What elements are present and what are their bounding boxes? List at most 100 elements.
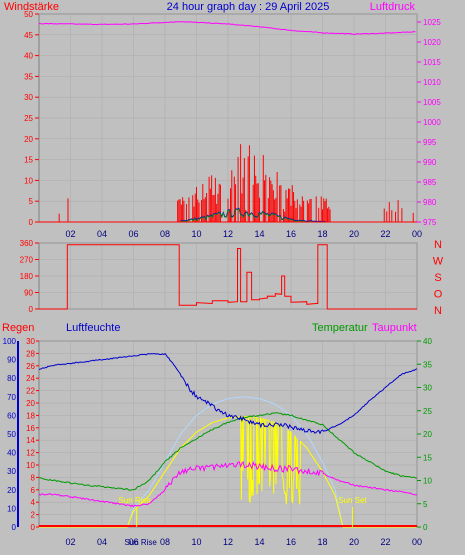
- humidity-tick-label: 90: [7, 356, 16, 365]
- humidity-tick-label: 70: [7, 393, 16, 402]
- chart-title: 24 hour graph day : 29 April 2025: [167, 1, 330, 13]
- humidity-tick-label: 60: [7, 411, 16, 420]
- rain-tick-label: 20: [26, 399, 35, 408]
- wind-tick-label: 20: [24, 135, 33, 144]
- x-tick-label: 04: [97, 537, 107, 547]
- humidity-tick-label: 30: [7, 467, 16, 476]
- direction-tick-label: 180: [20, 272, 34, 281]
- wind-tick-label: 25: [24, 114, 33, 123]
- x-tick-label: 20: [349, 229, 359, 239]
- direction-tick-label: 0: [29, 305, 34, 314]
- direction-tick-label: 360: [20, 239, 34, 248]
- pressure-tick-label: 990: [423, 158, 437, 167]
- temperature-tick-label: 0: [423, 523, 428, 532]
- x-tick-label: 18: [317, 537, 327, 547]
- temperature-tick-label: 35: [423, 360, 432, 369]
- x-tick-label: 22: [380, 229, 390, 239]
- x-tick-label: 10: [191, 229, 201, 239]
- rain-tick-label: 22: [26, 387, 35, 396]
- x-tick-label: 14: [254, 537, 264, 547]
- temperature-tick-label: 20: [423, 430, 432, 439]
- x-tick-label: 14: [254, 229, 264, 239]
- pressure-tick-label: 1015: [423, 58, 441, 67]
- temperature-tick-label: 25: [423, 407, 432, 416]
- wind-direction-line: [39, 244, 417, 310]
- compass-label: S: [434, 272, 441, 284]
- wind-speed-line: [180, 208, 326, 223]
- x-tick-label: 20: [349, 537, 359, 547]
- rain-tick-label: 24: [26, 374, 35, 383]
- humidity-line: [38, 352, 418, 435]
- x-tick-label: 12: [223, 537, 233, 547]
- compass-label: N: [434, 305, 442, 317]
- humidity-tick-label: 10: [7, 504, 16, 513]
- pressure-tick-label: 995: [423, 138, 437, 147]
- pressure-tick-label: 1020: [423, 38, 441, 47]
- temperature-line: [38, 412, 418, 491]
- x-tick-label: 00: [412, 537, 422, 547]
- wind-tick-label: 40: [24, 52, 33, 61]
- compass-label: W: [433, 256, 444, 268]
- humidity-tick-label: 100: [3, 337, 17, 346]
- x-tick-label: 10: [191, 537, 201, 547]
- wind-tick-label: 35: [24, 72, 33, 81]
- x-tick-label: 16: [286, 537, 296, 547]
- temperature-tick-label: 15: [423, 453, 432, 462]
- rain-tick-label: 28: [26, 349, 35, 358]
- temperature-tick-label: 5: [423, 500, 428, 509]
- pressure-tick-label: 1010: [423, 78, 441, 87]
- direction-tick-label: 90: [24, 289, 33, 298]
- sunrise-axis-label: Sun Rise: [124, 538, 157, 547]
- rain-tick-label: 30: [26, 337, 35, 346]
- humidity-tick-label: 0: [12, 523, 17, 532]
- rain-tick-label: 0: [31, 523, 36, 532]
- wind-tick-label: 50: [24, 10, 33, 19]
- humidity-tick-label: 40: [7, 449, 16, 458]
- wind-tick-label: 10: [24, 176, 33, 185]
- wind-tick-label: 45: [24, 31, 33, 40]
- x-tick-label: 22: [380, 537, 390, 547]
- rain-tick-label: 6: [31, 486, 36, 495]
- rain-tick-label: 16: [26, 424, 35, 433]
- x-tick-label: 16: [286, 229, 296, 239]
- rain-tick-label: 26: [26, 362, 35, 371]
- pressure-tick-label: 980: [423, 198, 437, 207]
- rain-axis-label: Regen: [2, 322, 34, 334]
- rain-tick-label: 14: [26, 436, 35, 445]
- temperature-tick-label: 40: [423, 337, 432, 346]
- rain-tick-label: 2: [31, 511, 36, 520]
- wind-tick-label: 30: [24, 93, 33, 102]
- x-tick-label: 02: [65, 537, 75, 547]
- wind-tick-label: 15: [24, 156, 33, 165]
- rain-tick-label: 4: [31, 498, 36, 507]
- temperature-tick-label: 30: [423, 384, 432, 393]
- rain-tick-label: 12: [26, 449, 35, 458]
- rain-tick-label: 10: [26, 461, 35, 470]
- temperature-axis-label: Temperatur: [312, 322, 368, 334]
- pressure-tick-label: 985: [423, 178, 437, 187]
- x-tick-label: 12: [223, 229, 233, 239]
- wind-tick-label: 0: [29, 218, 34, 227]
- pressure-tick-label: 1025: [423, 18, 441, 27]
- humidity-tick-label: 80: [7, 374, 16, 383]
- rain-tick-label: 8: [31, 473, 36, 482]
- humidity-tick-label: 20: [7, 486, 16, 495]
- x-tick-label: 08: [160, 229, 170, 239]
- compass-label: O: [434, 289, 443, 301]
- temperature-tick-label: 10: [423, 477, 432, 486]
- pressure-tick-label: 1000: [423, 118, 441, 127]
- x-tick-label: 04: [97, 229, 107, 239]
- direction-tick-label: 270: [20, 256, 34, 265]
- sunrise-label: Sun Rise: [118, 496, 151, 505]
- x-tick-label: 00: [412, 229, 422, 239]
- rain-tick-label: 18: [26, 411, 35, 420]
- pressure-line: [38, 21, 416, 35]
- x-tick-label: 02: [65, 229, 75, 239]
- x-tick-label: 08: [160, 537, 170, 547]
- pressure-axis-label: Luftdruck: [370, 1, 416, 13]
- x-tick-label: 18: [317, 229, 327, 239]
- wind-axis-label: Windstärke: [4, 1, 59, 13]
- compass-label: N: [434, 239, 442, 251]
- wind-tick-label: 5: [29, 197, 34, 206]
